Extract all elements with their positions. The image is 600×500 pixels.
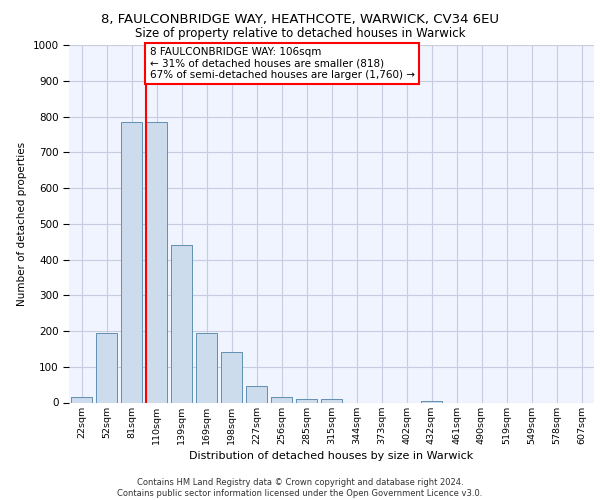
Bar — [246, 386, 267, 402]
Text: Contains HM Land Registry data © Crown copyright and database right 2024.
Contai: Contains HM Land Registry data © Crown c… — [118, 478, 482, 498]
Bar — [96, 333, 117, 402]
Bar — [321, 399, 342, 402]
Bar — [71, 397, 92, 402]
Bar — [146, 122, 167, 402]
Y-axis label: Number of detached properties: Number of detached properties — [17, 142, 27, 306]
Text: Size of property relative to detached houses in Warwick: Size of property relative to detached ho… — [135, 28, 465, 40]
Bar — [121, 122, 142, 402]
Bar — [221, 352, 242, 403]
Bar — [296, 399, 317, 402]
Text: 8 FAULCONBRIDGE WAY: 106sqm
← 31% of detached houses are smaller (818)
67% of se: 8 FAULCONBRIDGE WAY: 106sqm ← 31% of det… — [149, 47, 415, 80]
Bar — [171, 245, 192, 402]
X-axis label: Distribution of detached houses by size in Warwick: Distribution of detached houses by size … — [190, 450, 473, 460]
Bar — [271, 397, 292, 402]
Bar — [421, 400, 442, 402]
Text: 8, FAULCONBRIDGE WAY, HEATHCOTE, WARWICK, CV34 6EU: 8, FAULCONBRIDGE WAY, HEATHCOTE, WARWICK… — [101, 12, 499, 26]
Bar — [196, 333, 217, 402]
